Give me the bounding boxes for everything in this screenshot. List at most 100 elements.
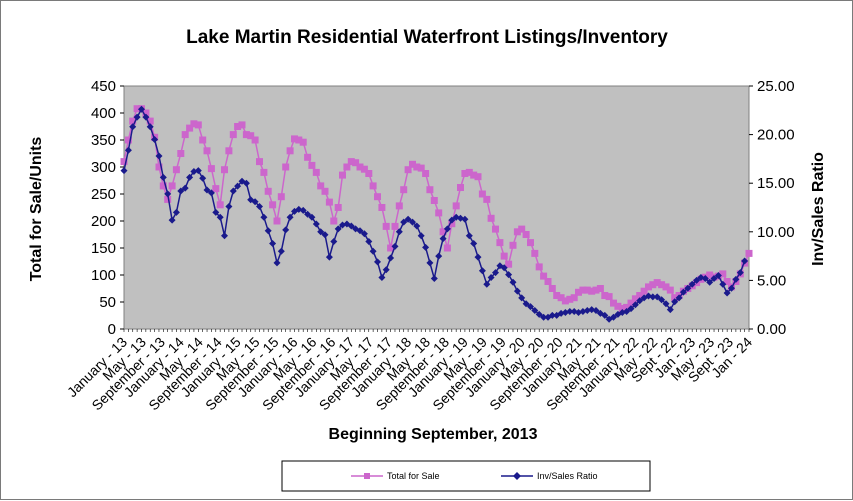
data-point xyxy=(352,159,360,167)
data-point xyxy=(601,292,609,299)
data-point xyxy=(177,187,185,195)
data-point xyxy=(627,299,635,307)
data-point xyxy=(168,182,176,190)
data-point xyxy=(435,252,443,260)
data-point xyxy=(487,274,495,281)
data-point xyxy=(194,167,202,175)
data-point xyxy=(583,286,591,294)
data-point xyxy=(636,297,644,305)
data-point xyxy=(505,271,513,279)
data-point xyxy=(439,235,447,243)
data-point xyxy=(653,279,661,287)
data-point xyxy=(623,308,631,315)
data-point xyxy=(631,301,639,309)
data-point xyxy=(500,264,508,272)
data-point xyxy=(124,146,132,154)
data-point xyxy=(461,170,469,177)
data-point xyxy=(286,213,294,221)
data-point xyxy=(518,225,526,233)
y-tick-label: 250 xyxy=(91,186,116,203)
data-point xyxy=(732,275,740,283)
data-point xyxy=(256,203,263,210)
data-point xyxy=(496,239,504,247)
data-point xyxy=(623,303,631,311)
y2-tick-label: 10.00 xyxy=(757,224,795,241)
data-point xyxy=(684,284,692,292)
data-point xyxy=(540,272,548,280)
data-point xyxy=(234,123,242,130)
data-point xyxy=(461,215,469,223)
data-point xyxy=(164,195,172,203)
data-point xyxy=(120,158,128,166)
data-point xyxy=(387,254,395,262)
data-point xyxy=(238,121,246,129)
data-point xyxy=(741,257,749,265)
data-point xyxy=(492,269,499,277)
data-point xyxy=(736,269,744,277)
data-point xyxy=(513,228,521,236)
legend: Total for Sale Inv/Sales Ratio xyxy=(281,460,651,492)
data-point xyxy=(159,173,167,181)
data-point xyxy=(374,193,381,201)
y2-tick-label: 25.00 xyxy=(757,78,795,95)
data-point xyxy=(426,186,434,194)
data-point xyxy=(203,147,211,155)
data-point xyxy=(304,153,312,161)
data-point xyxy=(330,238,338,245)
data-point xyxy=(225,147,233,155)
data-point xyxy=(631,295,639,303)
data-point xyxy=(649,293,657,301)
data-point xyxy=(409,218,416,226)
data-point xyxy=(610,313,617,321)
x-axis-title: Beginning September, 2013 xyxy=(329,426,538,443)
data-point xyxy=(465,232,473,240)
data-point xyxy=(675,294,683,302)
data-point xyxy=(251,136,259,144)
data-point xyxy=(216,213,224,221)
data-point xyxy=(129,123,137,131)
data-point xyxy=(360,165,368,173)
data-point xyxy=(443,225,451,233)
data-point xyxy=(583,307,591,314)
data-point xyxy=(382,222,390,230)
data-point xyxy=(256,158,263,166)
data-point xyxy=(513,287,521,295)
data-point xyxy=(662,300,670,308)
data-point xyxy=(601,311,609,319)
data-point xyxy=(264,187,272,195)
data-point xyxy=(531,307,539,314)
y-tick-label: 150 xyxy=(91,240,116,257)
data-point xyxy=(133,113,141,121)
data-point xyxy=(640,287,648,295)
y-tick-label: 450 xyxy=(91,78,116,95)
data-point xyxy=(229,187,237,195)
y-tick-label: 100 xyxy=(91,267,116,284)
data-point xyxy=(317,228,325,236)
data-point xyxy=(133,105,141,113)
data-point xyxy=(181,184,189,192)
data-point xyxy=(719,270,727,278)
left-axis-ticks: 0 50 100 150 200 250 300 350 400 450 xyxy=(91,78,124,338)
y-tick-label: 50 xyxy=(99,294,116,311)
data-point xyxy=(395,202,403,210)
data-point xyxy=(207,165,215,173)
data-point xyxy=(277,193,285,201)
data-point xyxy=(710,275,718,282)
data-point xyxy=(570,294,578,302)
data-point xyxy=(614,302,622,310)
data-point xyxy=(186,124,194,132)
data-point xyxy=(321,231,329,239)
data-point xyxy=(146,123,154,131)
y-tick-label: 400 xyxy=(91,105,116,122)
data-point xyxy=(465,168,473,176)
data-point xyxy=(666,306,674,314)
data-point xyxy=(129,117,137,125)
data-point xyxy=(483,280,491,288)
y2-axis-title: Inv/Sales Ratio xyxy=(810,152,827,266)
data-point xyxy=(199,136,207,144)
data-point xyxy=(492,225,499,233)
data-point xyxy=(649,281,657,289)
data-point xyxy=(264,227,272,235)
